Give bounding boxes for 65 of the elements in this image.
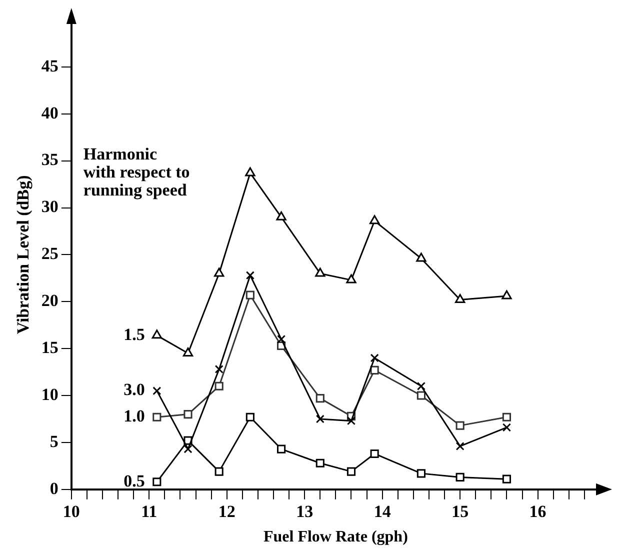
y-tick-label: 15 — [41, 338, 58, 357]
y-tick-label: 30 — [41, 197, 58, 216]
x-tick-label: 16 — [529, 502, 546, 521]
point — [370, 366, 379, 374]
point — [214, 382, 224, 390]
point — [502, 412, 512, 422]
point — [246, 271, 254, 280]
point — [316, 394, 324, 403]
point — [184, 444, 192, 454]
y-axis-title: Vibration Level (dBg) — [14, 175, 33, 334]
x-tick-label: 15 — [452, 502, 469, 521]
y-tick-label: 25 — [41, 244, 58, 264]
point — [416, 469, 426, 478]
point — [502, 474, 512, 484]
x-tick-label: 12 — [218, 502, 236, 521]
point — [277, 444, 286, 454]
point — [369, 215, 380, 224]
point — [246, 412, 254, 422]
point — [152, 412, 162, 422]
y-tick-label: 0 — [50, 478, 58, 498]
x-tick-label: 13 — [296, 502, 314, 521]
point — [416, 252, 426, 262]
point — [277, 334, 286, 344]
point — [370, 354, 379, 362]
point — [456, 421, 464, 430]
x-tick-label: 14 — [374, 502, 392, 521]
legend-title: Harmonic with respect to running speed — [83, 144, 190, 200]
point — [316, 414, 324, 424]
point — [214, 268, 224, 277]
point — [214, 467, 224, 476]
point — [246, 290, 254, 300]
point — [276, 211, 286, 220]
point — [502, 290, 512, 300]
series-label: 1.5 — [124, 324, 145, 344]
x-axis-title: Fuel Flow Rate (gph) — [263, 528, 408, 546]
y-tick-label: 40 — [41, 103, 58, 122]
x-tick-label: 11 — [141, 502, 158, 521]
point — [370, 449, 379, 458]
y-tick-label: 20 — [41, 291, 58, 310]
point — [214, 364, 224, 374]
point — [454, 294, 466, 304]
point — [456, 472, 464, 482]
point — [184, 410, 192, 419]
y-tick-label: 5 — [50, 432, 58, 451]
series-label: 0.5 — [124, 471, 145, 490]
point — [316, 458, 324, 468]
point — [152, 386, 162, 396]
x-tick-label: 10 — [62, 502, 80, 521]
point — [315, 268, 326, 277]
point — [346, 274, 356, 284]
point — [416, 391, 426, 400]
point — [152, 330, 162, 339]
point — [245, 167, 256, 176]
y-tick-label: 10 — [41, 384, 58, 404]
point — [182, 348, 194, 357]
point — [152, 478, 162, 486]
point — [456, 442, 464, 450]
series-label: 1.0 — [124, 406, 145, 426]
point — [416, 382, 426, 390]
y-tick-label: 45 — [41, 56, 58, 76]
series-label: 3.0 — [124, 380, 145, 400]
y-tick-label: 35 — [41, 150, 58, 170]
point — [346, 467, 356, 476]
point — [502, 423, 512, 432]
point — [346, 416, 356, 426]
